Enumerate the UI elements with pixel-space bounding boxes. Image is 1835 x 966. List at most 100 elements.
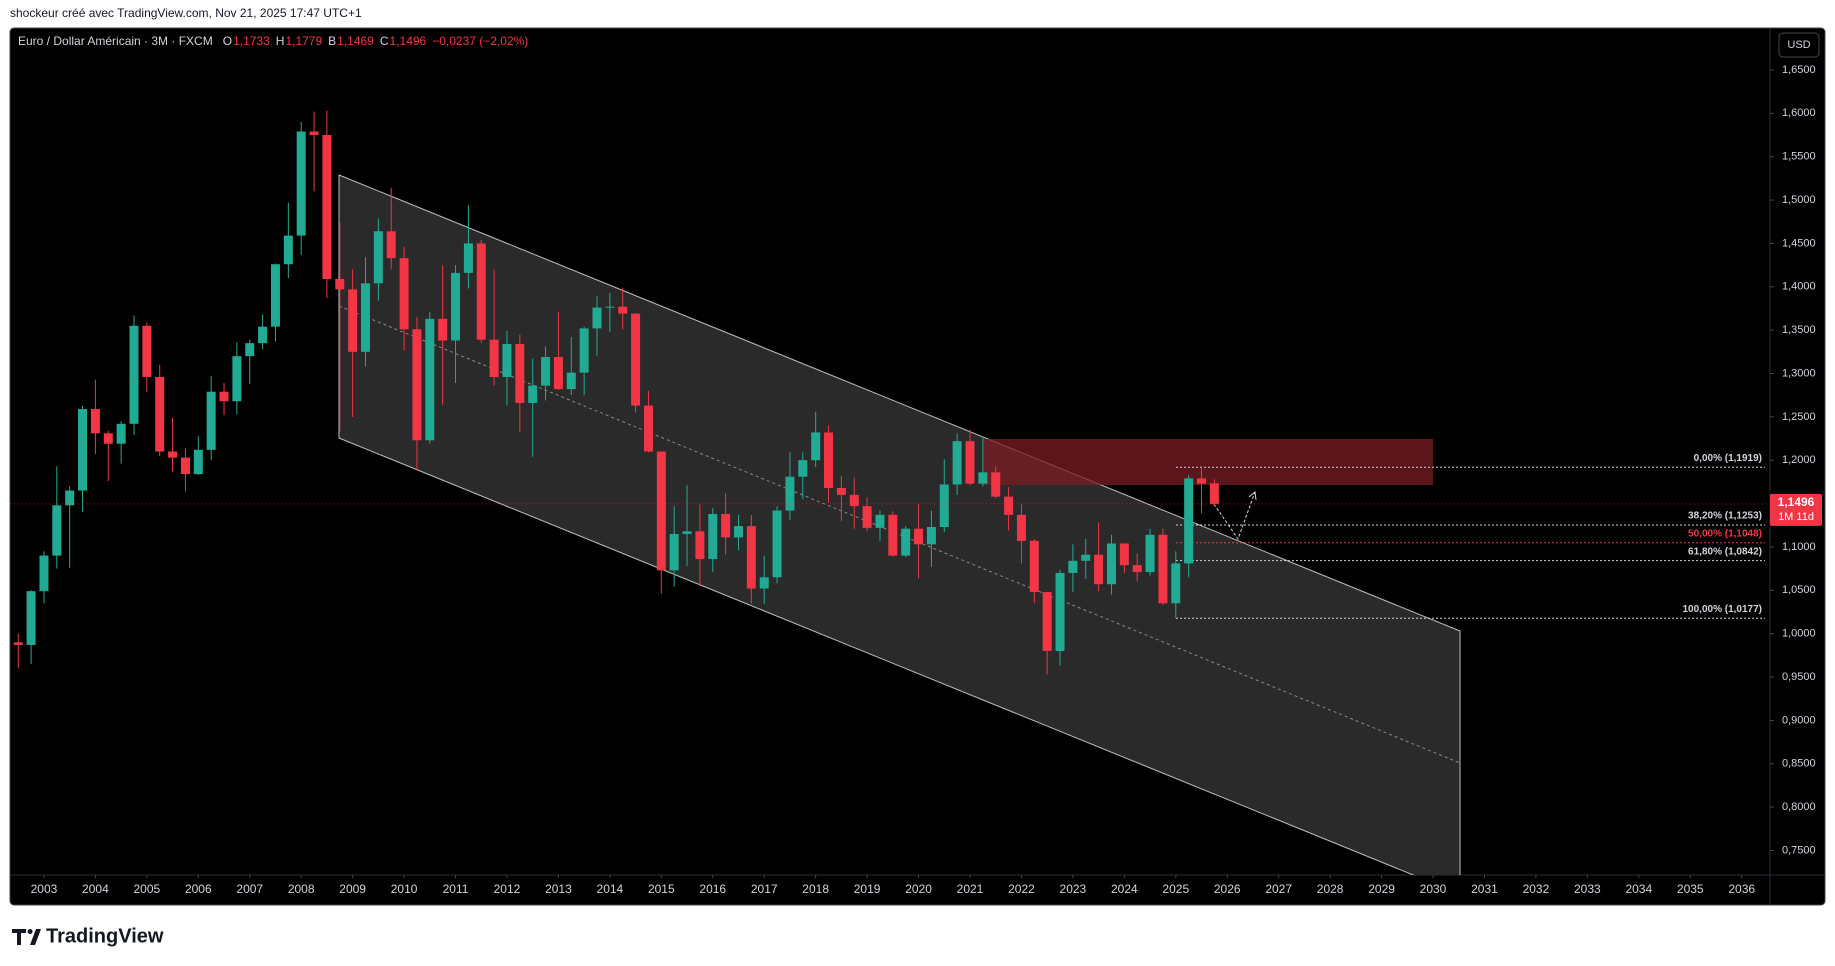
candle-body <box>965 441 975 484</box>
fib-label: 61,80% (1,0842) <box>1688 546 1762 557</box>
ohlc-value: 1,1733 <box>233 34 270 48</box>
resistance-zone <box>983 439 1433 485</box>
candle-body <box>579 328 589 373</box>
x-tick-label: 2028 <box>1317 882 1344 896</box>
candle-body <box>836 487 846 495</box>
candle-body <box>1119 543 1129 566</box>
x-tick-label: 2036 <box>1728 882 1755 896</box>
x-tick-label: 2025 <box>1162 882 1189 896</box>
last-price-box <box>1770 493 1822 526</box>
candle-body <box>348 289 358 352</box>
candle-body <box>631 313 641 406</box>
candle-body <box>438 318 448 341</box>
projection-arrow <box>1213 491 1256 541</box>
candle-body <box>939 484 949 527</box>
ohlc-key: B <box>328 34 336 48</box>
x-tick-label: 2022 <box>1008 882 1035 896</box>
y-tick-label: 1,4500 <box>1782 237 1816 249</box>
y-tick-label: 0,8500 <box>1782 758 1816 770</box>
x-tick-label: 2026 <box>1214 882 1241 896</box>
x-tick-label: 2035 <box>1677 882 1704 896</box>
candle-body <box>888 514 898 556</box>
currency-button[interactable] <box>1778 32 1820 58</box>
candle-body <box>1106 543 1116 585</box>
candle-body <box>811 432 821 461</box>
candle-body <box>1029 540 1039 593</box>
candle-body <box>373 231 383 284</box>
candle-body <box>1055 572 1065 652</box>
candle-body <box>1171 563 1181 604</box>
candle-body <box>785 476 795 511</box>
drawings <box>338 174 1461 875</box>
y-tick-label: 0,9000 <box>1782 714 1816 726</box>
candle-body <box>1081 554 1091 561</box>
channel-midline <box>338 305 1461 764</box>
x-tick-label: 2024 <box>1111 882 1138 896</box>
candle-body <box>258 326 268 344</box>
ohlc-value: 1,1496 <box>390 34 427 48</box>
x-tick-label: 2019 <box>854 882 881 896</box>
ohlc-key: O <box>223 34 232 48</box>
candle-body <box>309 131 319 136</box>
brand-logo <box>12 929 41 945</box>
y-tick-label: 0,7500 <box>1782 844 1816 856</box>
candle-body <box>270 264 280 327</box>
y-tick-label: 0,9500 <box>1782 671 1816 683</box>
candle-body <box>592 307 602 329</box>
candle-body <box>425 318 435 441</box>
candle-body <box>1209 483 1219 504</box>
candle-body <box>541 357 551 386</box>
ohlc-key: H <box>276 34 285 48</box>
attribution: shockeur créé avec TradingView.com, Nov … <box>10 6 362 20</box>
y-tick-label: 1,4000 <box>1782 281 1816 293</box>
y-tick-label: 1,2000 <box>1782 454 1816 466</box>
candle-body <box>515 344 525 403</box>
candle-body <box>1197 478 1207 484</box>
y-tick-label: 1,2500 <box>1782 411 1816 423</box>
candle-body <box>219 391 229 402</box>
y-tick-label: 1,5000 <box>1782 194 1816 206</box>
fib-label: 50,00% (1,1048) <box>1688 528 1762 539</box>
x-tick-label: 2007 <box>236 882 263 896</box>
x-tick-label: 2009 <box>339 882 366 896</box>
candle-body <box>1132 565 1142 573</box>
ohlc-key: C <box>380 34 389 48</box>
x-tick-label: 2032 <box>1523 882 1550 896</box>
legend: Euro / Dollar Américain · 3M · FXCM O 1,1… <box>18 34 528 48</box>
candle-body <box>746 526 756 589</box>
symbol-title: Euro / Dollar Américain · 3M · FXCM <box>18 34 213 48</box>
y-tick-label: 1,5500 <box>1782 151 1816 163</box>
candle-body <box>708 513 718 560</box>
x-tick-label: 2027 <box>1265 882 1292 896</box>
candle-body <box>1145 534 1155 573</box>
candle-body <box>142 325 152 377</box>
candle-body <box>875 514 885 528</box>
candle-body <box>129 325 139 424</box>
x-tick-label: 2029 <box>1368 882 1395 896</box>
x-tick-label: 2010 <box>391 882 418 896</box>
candle-body <box>206 391 216 450</box>
x-tick-label: 2016 <box>699 882 726 896</box>
candle-body <box>901 528 911 556</box>
y-tick-label: 1,1000 <box>1782 541 1816 553</box>
candle-body <box>489 339 499 377</box>
candle-body <box>283 235 293 265</box>
candle-body <box>39 555 49 592</box>
candle-body <box>1042 592 1052 652</box>
x-tick-label: 2012 <box>494 882 521 896</box>
candle-body <box>566 372 576 390</box>
countdown: 1M 11d <box>1778 511 1814 523</box>
candle-body <box>528 385 538 403</box>
y-tick-label: 1,3500 <box>1782 324 1816 336</box>
last-price-label: 1,1496 <box>1778 495 1815 509</box>
projection-arrowhead <box>1248 491 1257 501</box>
x-tick-label: 2015 <box>648 882 675 896</box>
candle-body <box>643 405 653 452</box>
candle-body <box>399 258 409 330</box>
candle-body <box>168 451 178 458</box>
currency[interactable]: USD <box>1787 39 1810 51</box>
x-tick-label: 2021 <box>957 882 984 896</box>
x-tick-label: 2008 <box>288 882 315 896</box>
fib-label: 100,00% (1,0177) <box>1682 604 1762 615</box>
